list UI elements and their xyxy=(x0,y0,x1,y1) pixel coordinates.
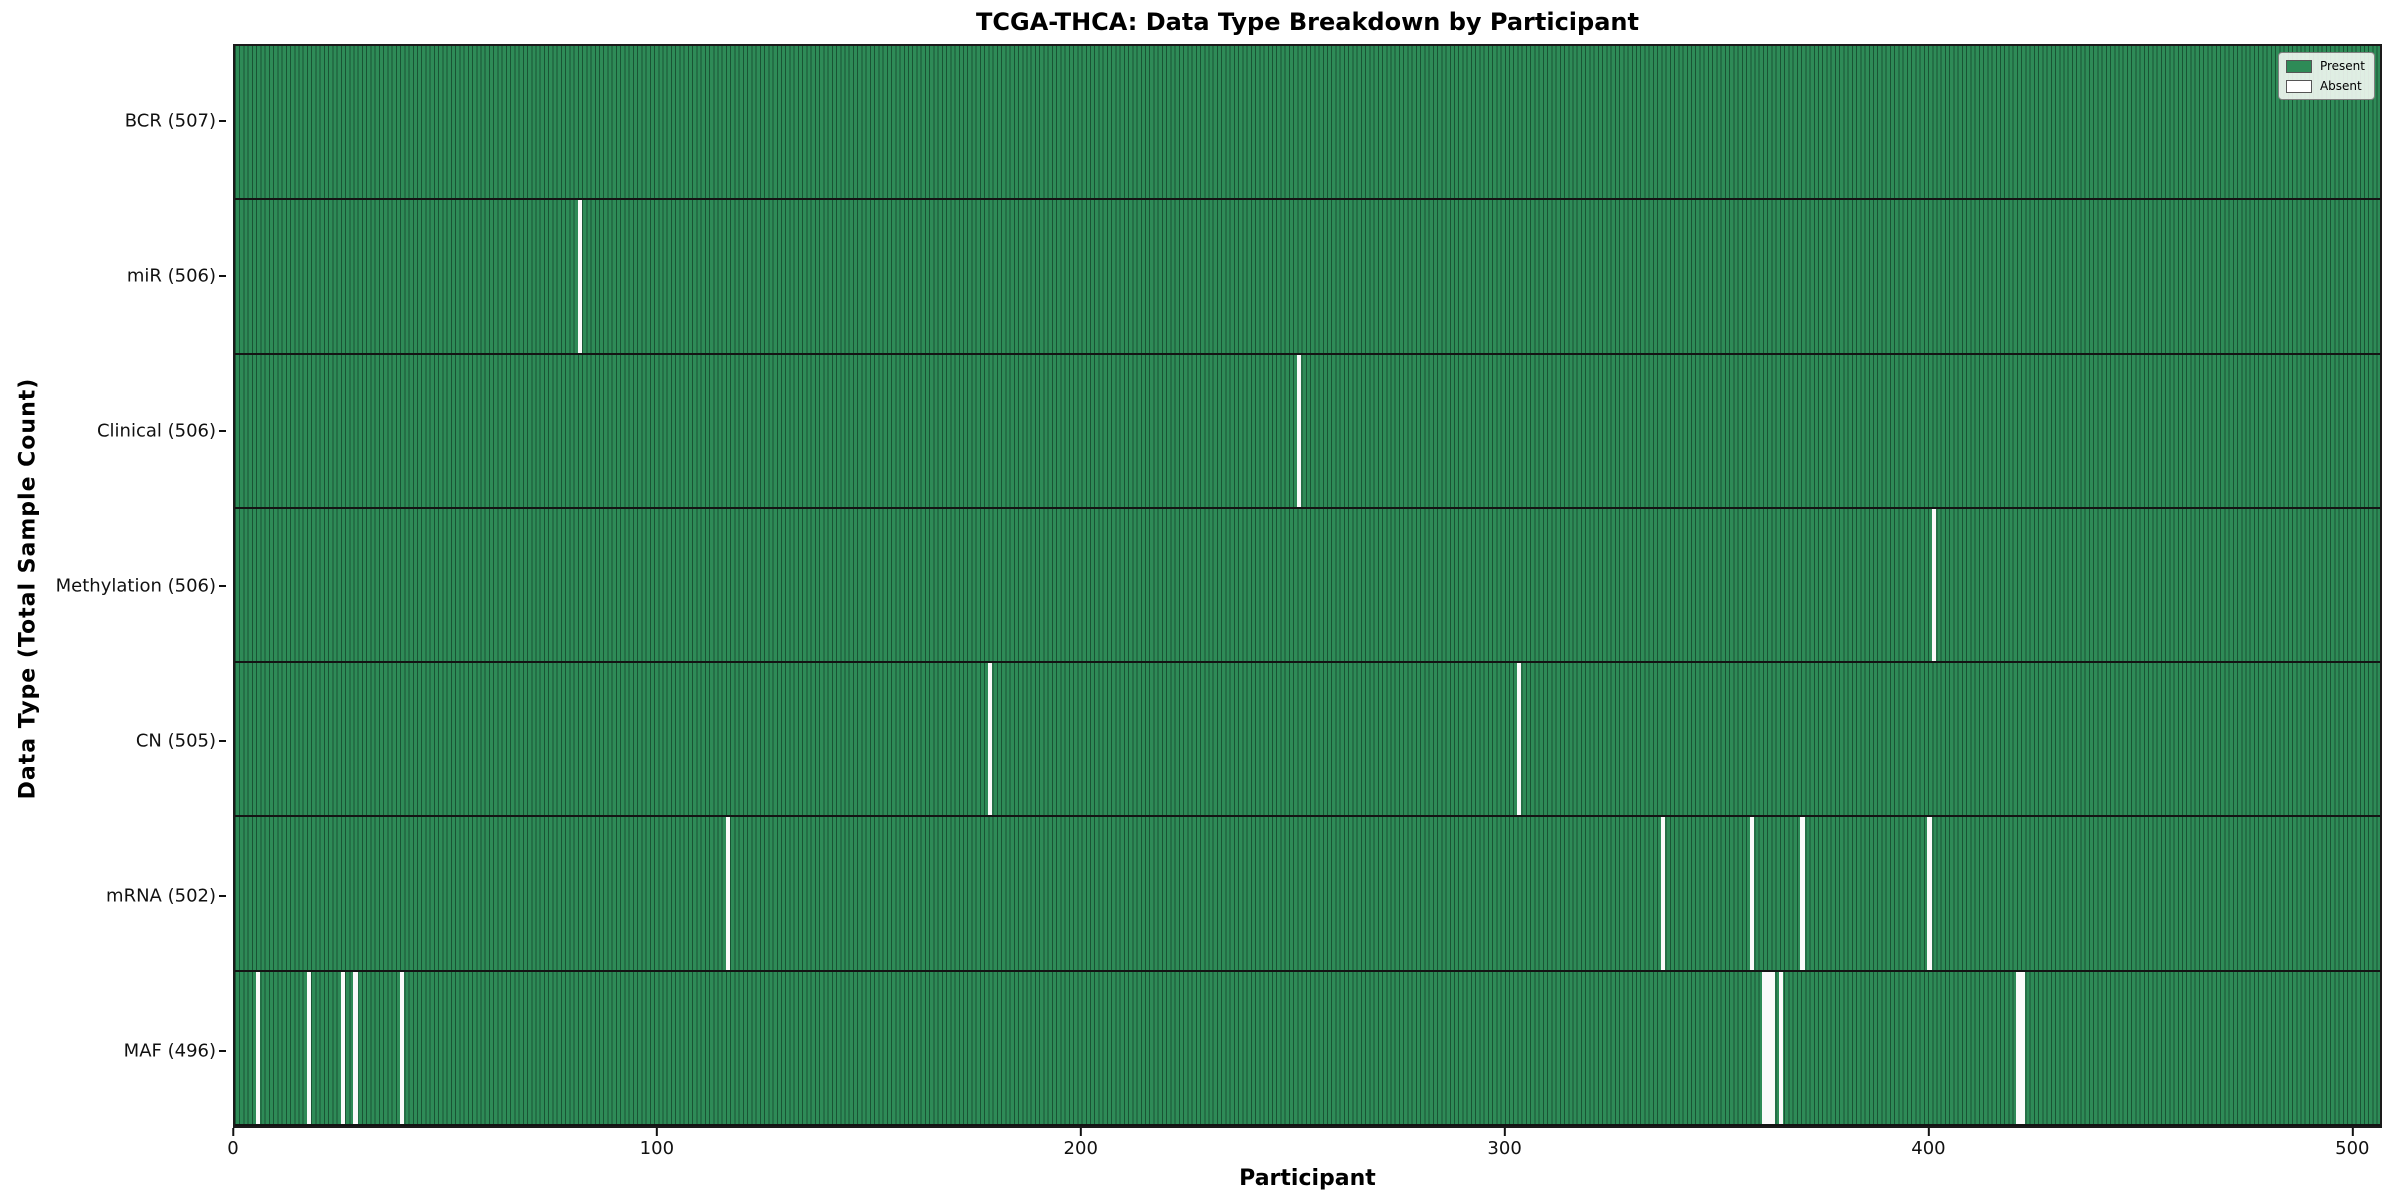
absent-stripe xyxy=(1660,817,1665,970)
x-tick-mark xyxy=(1079,1128,1082,1136)
x-tick-mark xyxy=(655,1128,658,1136)
heatmap-row-mrna xyxy=(235,817,2380,972)
absent-stripe xyxy=(1516,663,1522,816)
x-tick: 0 xyxy=(227,1128,239,1159)
y-tick-label: Clinical (506) xyxy=(96,420,216,442)
legend-label-absent: Absent xyxy=(2319,79,2362,93)
absent-stripe xyxy=(1749,817,1754,970)
y-tick-mark xyxy=(219,275,226,278)
absent-stripe xyxy=(353,971,358,1124)
chart-title: TCGA-THCA: Data Type Breakdown by Partic… xyxy=(976,8,1639,36)
heatmap-row-cn xyxy=(235,663,2380,818)
y-tick-label: miR (506) xyxy=(126,265,216,287)
legend-swatch-present xyxy=(2285,59,2312,73)
y-tick-label: MAF (496) xyxy=(123,1040,216,1062)
absent-stripe xyxy=(1800,817,1805,970)
absent-stripe xyxy=(256,971,261,1124)
heatmap-row-maf xyxy=(235,971,2380,1126)
x-axis: 0 100 200 300 400 500 xyxy=(227,1128,2382,1188)
x-tick: 500 xyxy=(2335,1128,2370,1159)
absent-stripe xyxy=(1296,354,1302,507)
legend-item-absent: Absent xyxy=(2285,79,2365,93)
x-tick: 300 xyxy=(1487,1128,1522,1159)
y-tick-mark xyxy=(219,739,226,742)
x-tick: 400 xyxy=(1911,1128,1946,1159)
legend: Present Absent xyxy=(2277,52,2375,100)
legend-label-present: Present xyxy=(2319,59,2365,73)
legend-swatch-absent xyxy=(2285,79,2312,93)
absent-stripe xyxy=(340,971,345,1124)
y-tick-label: BCR (507) xyxy=(124,110,216,132)
x-tick: 100 xyxy=(640,1128,674,1159)
absent-stripe xyxy=(1927,817,1932,970)
legend-item-present: Present xyxy=(2285,59,2365,73)
x-tick-label: 400 xyxy=(1911,1138,1946,1159)
y-tick-label: Methylation (506) xyxy=(55,575,216,597)
absent-stripe xyxy=(1931,508,1936,662)
x-tick-label: 500 xyxy=(2335,1138,2370,1159)
absent-stripe xyxy=(306,971,312,1124)
absent-stripe xyxy=(1766,971,1771,1124)
x-tick-label: 200 xyxy=(1063,1138,1098,1159)
absent-stripe xyxy=(2020,971,2025,1124)
y-axis: BCR (507) miR (506) Clinical (506) Methylat… xyxy=(0,44,226,1128)
absent-stripe xyxy=(725,817,730,970)
absent-stripe xyxy=(1770,971,1775,1124)
y-tick-mark xyxy=(219,120,226,123)
heatmap-row-clinical xyxy=(235,354,2380,509)
absent-stripe xyxy=(577,200,582,353)
x-tick-mark xyxy=(2351,1128,2354,1136)
y-tick-mark xyxy=(219,430,226,433)
absent-stripe xyxy=(1762,971,1767,1124)
absent-stripe xyxy=(400,971,405,1124)
absent-stripe xyxy=(1779,971,1784,1124)
absent-stripe xyxy=(2016,971,2021,1124)
absent-stripe xyxy=(988,663,993,816)
heatmap-row-methylation xyxy=(235,508,2380,664)
x-axis-label: Participant xyxy=(1239,1166,1376,1191)
x-tick-mark xyxy=(1927,1128,1930,1136)
x-tick-mark xyxy=(231,1128,234,1136)
y-tick-mark xyxy=(219,1049,226,1052)
y-tick-label: mRNA (502) xyxy=(106,885,216,907)
heatmap-row-bcr xyxy=(235,46,2380,201)
plot-area: Present Absent xyxy=(233,44,2382,1128)
x-tick-mark xyxy=(1503,1128,1506,1136)
y-tick-mark xyxy=(219,894,226,897)
x-tick-label: 300 xyxy=(1487,1138,1522,1159)
y-tick-label: CN (505) xyxy=(135,730,216,752)
x-tick-label: 100 xyxy=(639,1138,675,1159)
y-tick-mark xyxy=(219,585,226,587)
x-tick-label: 0 xyxy=(227,1138,239,1159)
x-tick: 200 xyxy=(1064,1128,1098,1159)
heatmap-row-mir xyxy=(235,200,2380,355)
